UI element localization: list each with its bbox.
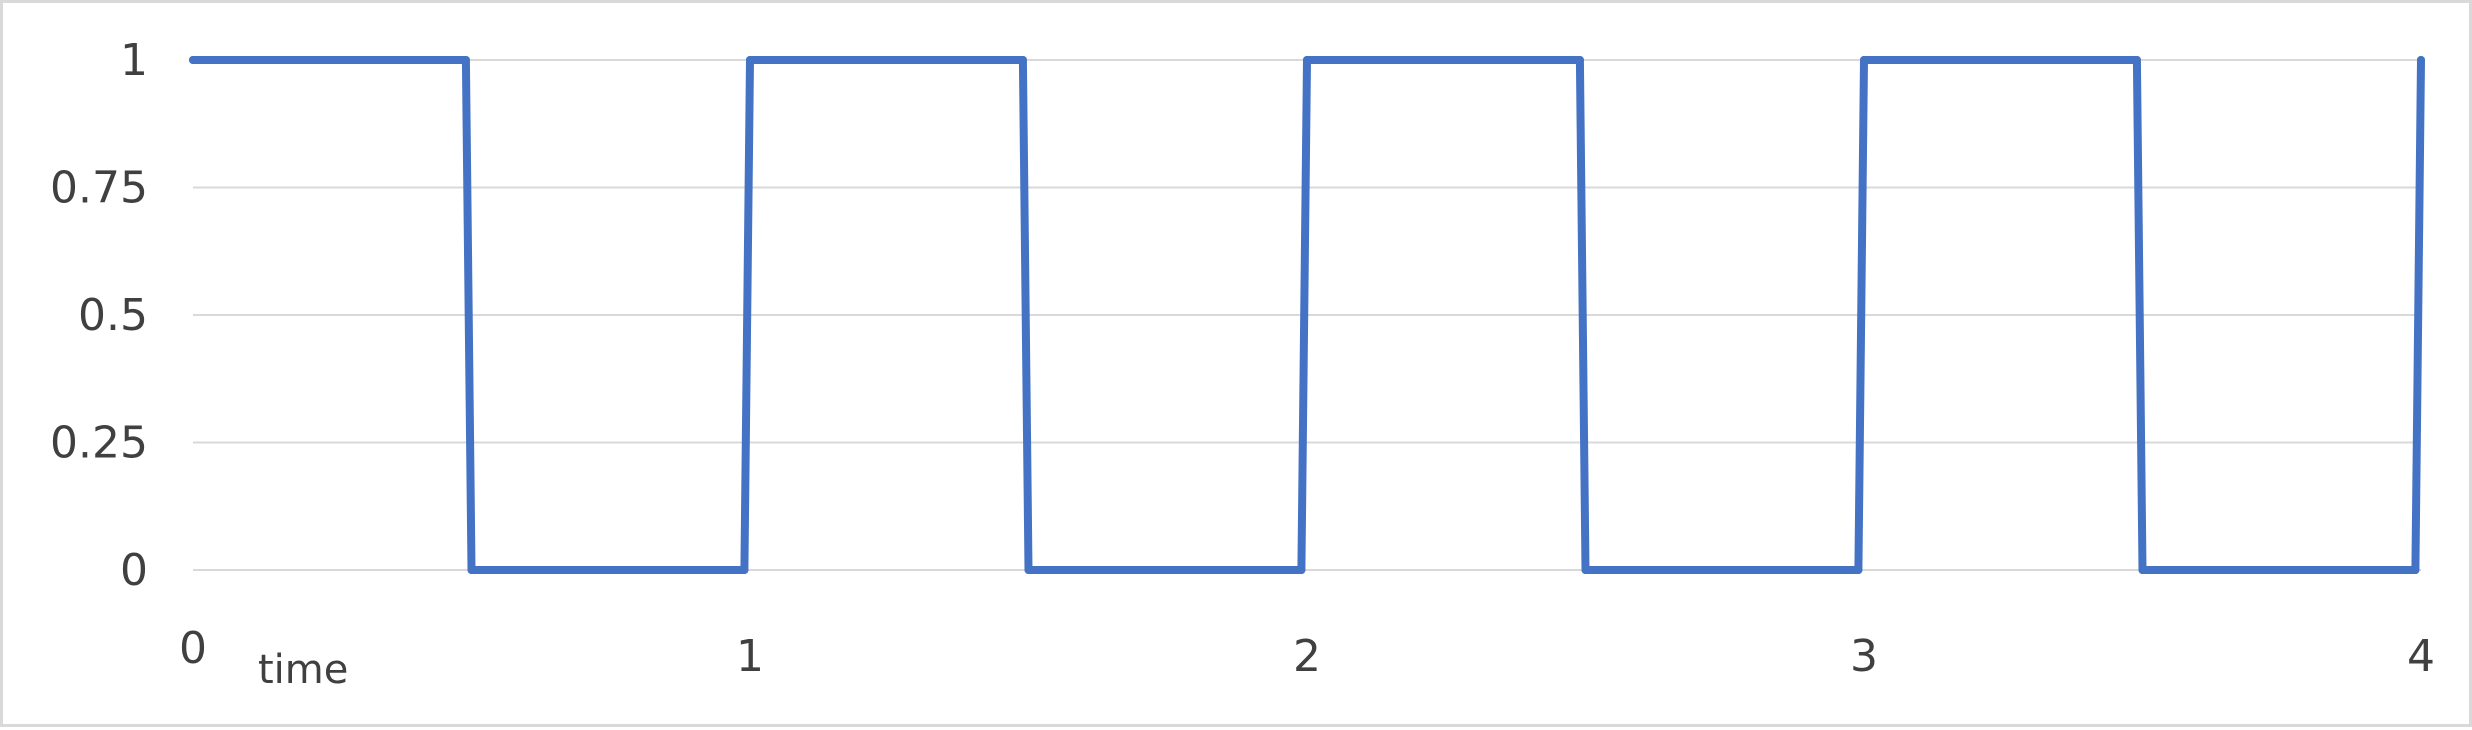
data-point (1854, 566, 1863, 574)
x-tick-label: 0 (179, 623, 207, 674)
x-tick-label: 4 (2407, 631, 2435, 682)
data-point (740, 566, 749, 574)
x-axis-title: time (258, 647, 348, 693)
data-point (461, 56, 470, 64)
data-point (2138, 566, 2147, 574)
data-point (1018, 56, 1027, 64)
square-wave-chart: 0 0.25 0.5 0.75 1 0 1 2 3 4 time (50, 35, 2435, 693)
y-tick-label: 0.5 (78, 290, 148, 341)
data-point (189, 56, 197, 64)
x-axis-ticks: 0 1 2 3 4 (179, 623, 2435, 682)
data-point (2132, 56, 2141, 64)
y-tick-label: 0 (120, 545, 148, 596)
data-point (1303, 56, 1311, 64)
data-point (2411, 566, 2420, 574)
y-tick-label: 0.75 (50, 163, 148, 214)
series-layer (189, 56, 2425, 574)
data-point (1575, 56, 1584, 64)
data-point (746, 56, 754, 64)
x-tick-label: 2 (1293, 631, 1321, 682)
x-tick-label: 3 (1850, 631, 1878, 682)
y-axis-ticks: 0 0.25 0.5 0.75 1 (50, 35, 148, 596)
y-tick-label: 0.25 (50, 418, 148, 469)
data-point (467, 566, 476, 574)
x-tick-label: 1 (736, 631, 764, 682)
data-point (1860, 56, 1868, 64)
data-point (1297, 566, 1306, 574)
data-point (1581, 566, 1590, 574)
data-point (2417, 56, 2425, 64)
y-tick-label: 1 (120, 35, 148, 86)
data-point (1024, 566, 1033, 574)
